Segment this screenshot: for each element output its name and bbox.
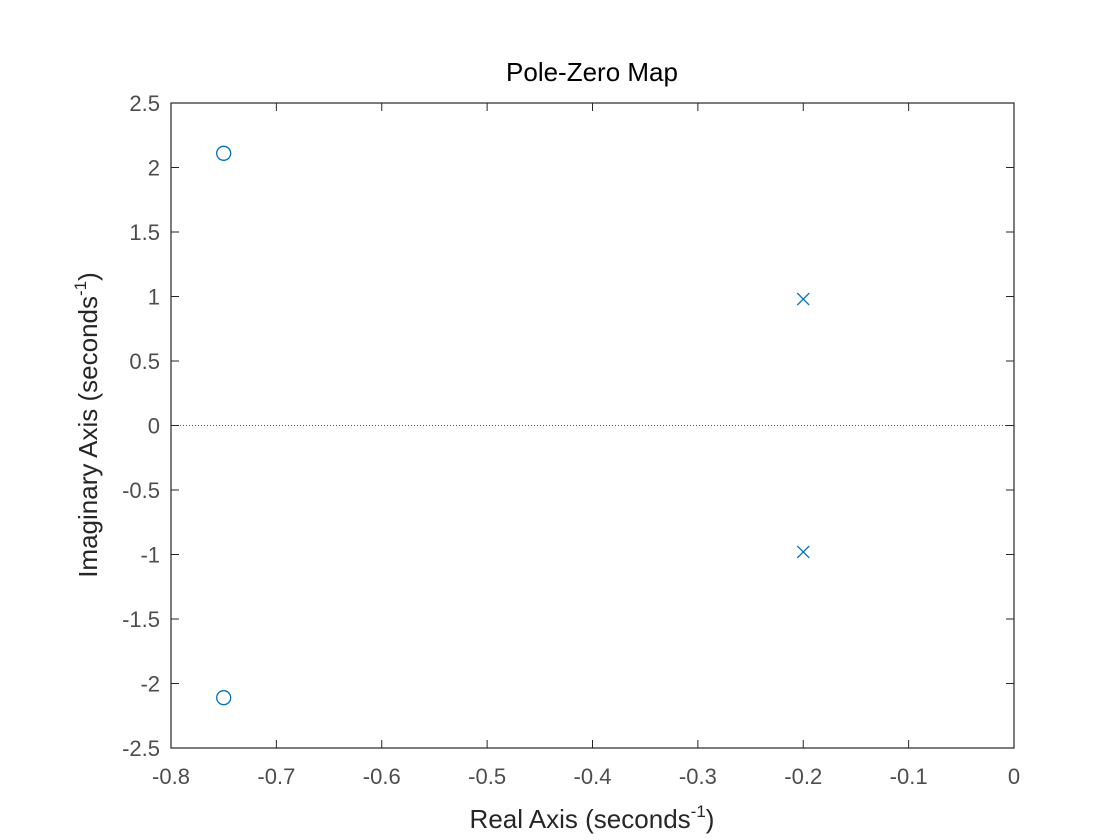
y-tick-label: 1 [148, 285, 160, 310]
marker-layer [216, 145, 810, 706]
x-tick-label: 0 [1008, 764, 1020, 789]
y-axis-label-close: ) [73, 272, 103, 281]
y-tick-label: -0.5 [122, 478, 160, 503]
x-axis-label: Real Axis (seconds-1) [470, 802, 715, 834]
y-tick-label: -2 [140, 672, 160, 697]
zero-marker [216, 690, 232, 706]
y-axis-label-text: Imaginary Axis (seconds [73, 296, 103, 578]
chart-title: Pole-Zero Map [506, 57, 678, 87]
y-axis-label-superscript: -1 [71, 281, 90, 296]
pole-marker [796, 292, 810, 306]
x-tick-label: -0.8 [152, 764, 190, 789]
y-tick-label: 2 [148, 156, 160, 181]
x-axis-label-text: Real Axis (seconds [470, 804, 691, 834]
x-tick-label: -0.5 [468, 764, 506, 789]
y-tick-label: 1.5 [129, 220, 160, 245]
y-axis-label: Imaginary Axis (seconds-1) [71, 272, 103, 578]
x-tick-label: -0.7 [257, 764, 295, 789]
x-tick-label: -0.1 [890, 764, 928, 789]
x-axis-label-close: ) [706, 804, 715, 834]
zero-marker [216, 145, 232, 161]
y-tick-label: -1.5 [122, 607, 160, 632]
x-tick-label: -0.4 [574, 764, 612, 789]
pole-marker-stroke [796, 545, 810, 559]
x-tick-label: -0.3 [679, 764, 717, 789]
y-tick-label: -2.5 [122, 736, 160, 761]
pole-marker-stroke [796, 292, 810, 306]
y-tick-label: 0 [148, 414, 160, 439]
pole-marker [796, 545, 810, 559]
y-tick-label: 2.5 [129, 91, 160, 116]
x-axis-label-superscript: -1 [691, 802, 706, 821]
x-tick-label: -0.2 [784, 764, 822, 789]
y-tick-label: -1 [140, 543, 160, 568]
y-tick-label: 0.5 [129, 349, 160, 374]
tick-layer: -0.8 -0.7 -0.6 -0.5 -0.4 -0.3 -0.2 -0.1 0 2.5 2 1.5… [122, 91, 1020, 789]
x-tick-label: -0.6 [363, 764, 401, 789]
